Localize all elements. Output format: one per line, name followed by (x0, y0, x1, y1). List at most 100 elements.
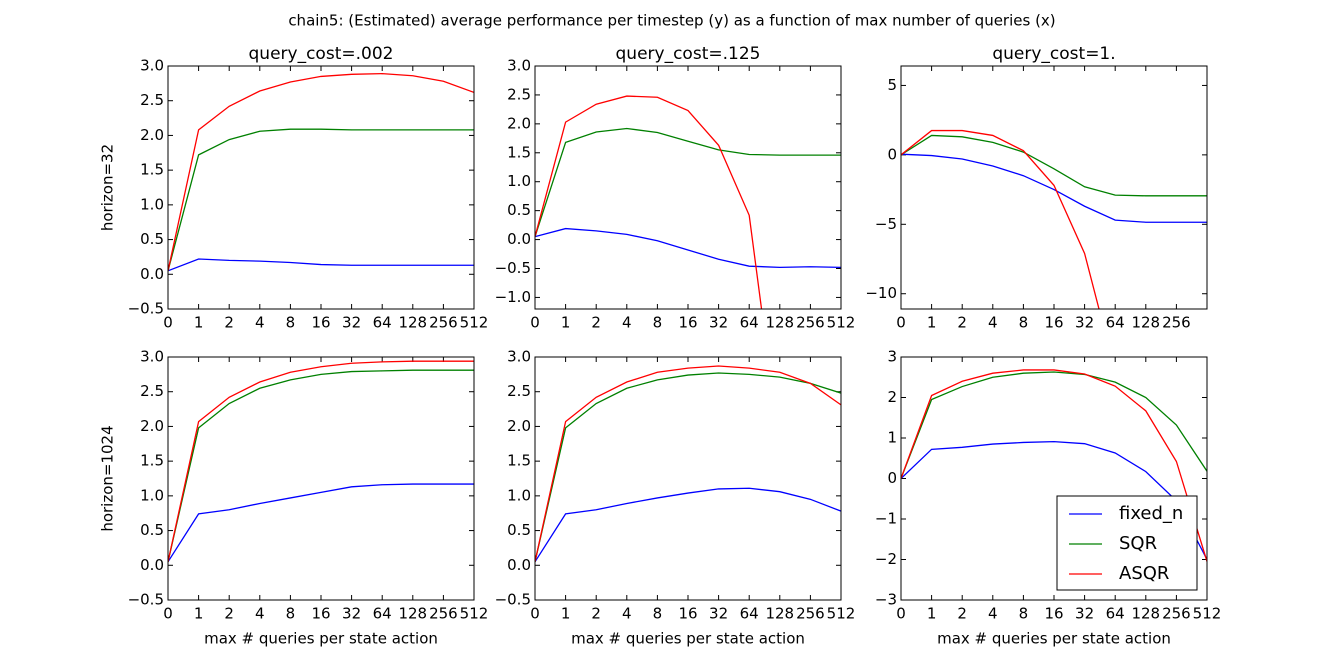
x-tick-label: 8 (653, 314, 663, 332)
y-tick-label: 3.0 (140, 57, 164, 75)
x-tick-label: 256 (429, 605, 458, 623)
y-tick-label: 1.0 (140, 486, 164, 504)
y-tick-label: 1.5 (507, 143, 531, 161)
x-tick-label: 32 (709, 605, 728, 623)
y-tick-label: 2.5 (140, 91, 164, 109)
x-tick-label: 16 (1044, 314, 1063, 332)
x-tick-label: 0 (896, 314, 906, 332)
series-line (535, 372, 841, 562)
y-tick-label: −0.5 (495, 259, 531, 277)
x-tick-label: 8 (286, 605, 296, 623)
y-tick-label: 0.5 (507, 201, 531, 219)
y-tick-label: −0.5 (128, 591, 164, 609)
y-tick-label: 0.0 (507, 556, 531, 574)
x-tick-label: 16 (311, 314, 330, 332)
legend: fixed_n SQR ASQR (1056, 495, 1198, 591)
x-tick-label: 2 (224, 314, 234, 332)
x-tick-label: 512 (827, 605, 856, 623)
x-tick-label: 256 (796, 314, 825, 332)
x-tick-label: 1 (927, 605, 937, 623)
plot-area (168, 357, 474, 600)
y-axis-label: horizon=32 (99, 144, 117, 231)
plot-area (535, 66, 841, 309)
x-tick-label: 8 (653, 605, 663, 623)
x-axis-label: max # queries per state action (571, 630, 805, 648)
x-tick-label: 32 (1075, 314, 1094, 332)
y-tick-label: −0.5 (128, 300, 164, 318)
x-tick-label: 4 (255, 314, 265, 332)
y-tick-label: −1.0 (495, 288, 531, 306)
y-tick-label: 5 (887, 76, 897, 94)
legend-label: fixed_n (1119, 503, 1183, 524)
y-tick-label: 2.5 (140, 382, 164, 400)
y-tick-label: 2.5 (507, 382, 531, 400)
plot-area (535, 357, 841, 600)
y-tick-label: −3 (875, 591, 897, 609)
x-tick-label: 0 (530, 605, 540, 623)
plot-frame (167, 65, 475, 310)
x-tick-label: 16 (311, 605, 330, 623)
series-line (535, 227, 841, 268)
x-tick-label: 16 (678, 314, 697, 332)
plot-frame (534, 356, 842, 601)
subplot-title: query_cost=.002 (249, 44, 394, 64)
series-line (168, 128, 474, 271)
x-tick-label: 2 (591, 605, 601, 623)
subplot-title: query_cost=.125 (616, 44, 761, 64)
series-line (901, 134, 1207, 197)
y-tick-label: 2.0 (140, 417, 164, 435)
series-line (535, 127, 841, 237)
series-line (535, 487, 841, 563)
series-line (535, 95, 763, 309)
legend-label: ASQR (1119, 563, 1169, 584)
y-tick-label: 1.5 (140, 161, 164, 179)
x-axis-label: max # queries per state action (204, 630, 438, 648)
y-tick-label: 2.0 (140, 126, 164, 144)
y-tick-label: 1.5 (140, 452, 164, 470)
x-tick-label: 1 (927, 314, 937, 332)
series-line (901, 153, 1207, 223)
y-tick-label: 0.0 (140, 265, 164, 283)
x-tick-label: 4 (988, 605, 998, 623)
x-tick-label: 64 (1106, 605, 1125, 623)
x-tick-label: 128 (765, 314, 794, 332)
y-tick-label: 2.0 (507, 114, 531, 132)
y-tick-label: −0.5 (495, 591, 531, 609)
series-line (168, 369, 474, 562)
x-tick-label: 2 (224, 605, 234, 623)
x-tick-label: 32 (342, 314, 361, 332)
x-tick-label: 4 (622, 314, 632, 332)
y-tick-label: 0 (887, 145, 897, 163)
x-tick-label: 16 (1044, 605, 1063, 623)
y-tick-label: 3.0 (140, 348, 164, 366)
series-line (168, 72, 474, 271)
x-tick-label: 0 (530, 314, 540, 332)
x-tick-label: 128 (398, 314, 427, 332)
x-tick-label: 256 (429, 314, 458, 332)
y-tick-label: 3 (887, 348, 897, 366)
x-tick-label: 32 (1075, 605, 1094, 623)
plot-frame (534, 65, 842, 310)
x-tick-label: 16 (678, 605, 697, 623)
y-tick-label: 0.0 (140, 556, 164, 574)
x-tick-label: 1 (561, 314, 571, 332)
y-tick-label: 3.0 (507, 348, 531, 366)
plot-frame (167, 356, 475, 601)
series-line (901, 369, 1207, 562)
x-tick-label: 8 (1019, 605, 1029, 623)
y-tick-label: 2.5 (507, 85, 531, 103)
y-tick-label: 2 (887, 388, 897, 406)
series-line (168, 360, 474, 562)
x-tick-label: 128 (398, 605, 427, 623)
series-line (168, 258, 474, 272)
plot-area (901, 66, 1207, 309)
x-tick-label: 128 (1131, 605, 1160, 623)
y-tick-label: 0 (887, 469, 897, 487)
series-line (901, 440, 1207, 560)
legend-label: SQR (1119, 533, 1157, 554)
x-tick-label: 0 (163, 314, 173, 332)
y-tick-label: 1.0 (507, 486, 531, 504)
figure-title: chain5: (Estimated) average performance … (288, 12, 1055, 30)
y-tick-label: 0.5 (507, 521, 531, 539)
